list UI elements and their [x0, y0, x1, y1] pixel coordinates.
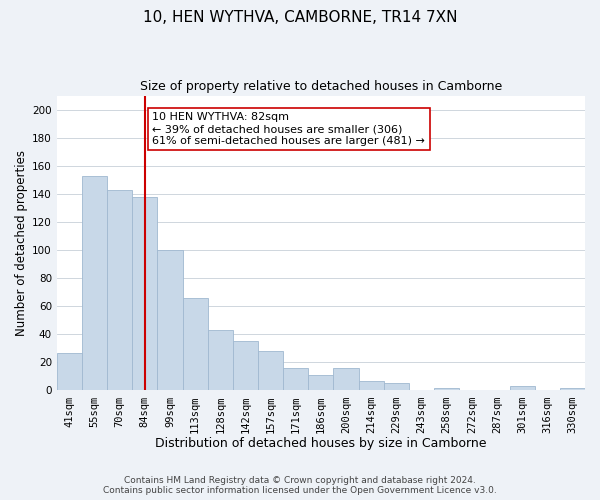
- Bar: [509, 386, 535, 390]
- Text: 10, HEN WYTHVA, CAMBORNE, TR14 7XN: 10, HEN WYTHVA, CAMBORNE, TR14 7XN: [143, 10, 457, 25]
- Bar: [157, 250, 182, 390]
- Bar: [107, 190, 132, 390]
- Bar: [208, 330, 233, 390]
- Y-axis label: Number of detached properties: Number of detached properties: [15, 150, 28, 336]
- Bar: [308, 375, 334, 390]
- Text: Contains HM Land Registry data © Crown copyright and database right 2024.
Contai: Contains HM Land Registry data © Crown c…: [103, 476, 497, 495]
- Bar: [82, 176, 107, 390]
- Bar: [283, 368, 308, 390]
- Title: Size of property relative to detached houses in Camborne: Size of property relative to detached ho…: [140, 80, 502, 93]
- X-axis label: Distribution of detached houses by size in Camborne: Distribution of detached houses by size …: [155, 437, 487, 450]
- Bar: [434, 388, 459, 390]
- Bar: [334, 368, 359, 390]
- Bar: [233, 342, 258, 390]
- Bar: [182, 298, 208, 390]
- Text: 10 HEN WYTHVA: 82sqm
← 39% of detached houses are smaller (306)
61% of semi-deta: 10 HEN WYTHVA: 82sqm ← 39% of detached h…: [152, 112, 425, 146]
- Bar: [384, 384, 409, 390]
- Bar: [560, 388, 585, 390]
- Bar: [132, 196, 157, 390]
- Bar: [57, 352, 82, 391]
- Bar: [359, 380, 384, 390]
- Bar: [258, 351, 283, 391]
